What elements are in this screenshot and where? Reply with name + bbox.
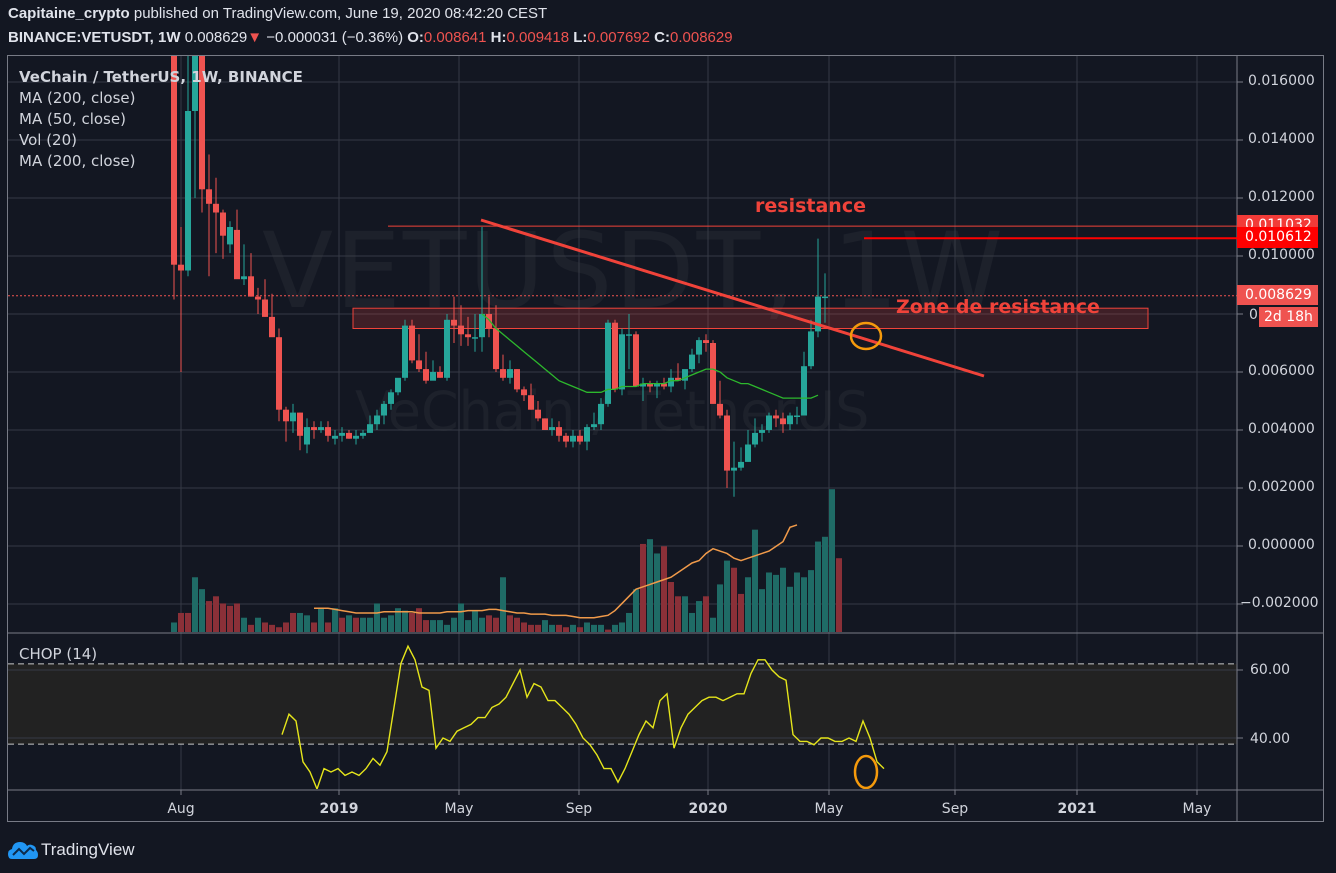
resistance-annotation[interactable]: resistance: [755, 195, 866, 217]
price-tick: 0.004000: [1248, 421, 1315, 437]
legend-vol[interactable]: Vol (20): [19, 131, 78, 149]
high-value: 0.009418: [506, 29, 570, 46]
last-price: 0.008629: [184, 29, 248, 46]
open-value: 0.008641: [423, 29, 487, 46]
down-arrow-icon: ▼: [247, 29, 263, 46]
chop-tick-60: 60.00: [1250, 662, 1291, 678]
close-value: 0.008629: [670, 29, 733, 46]
time-tick: May: [1182, 801, 1212, 817]
author-name[interactable]: Capitaine_crypto: [8, 5, 130, 22]
low-value: 0.007692: [587, 29, 650, 46]
last-price-label: 0.008629: [1237, 285, 1318, 305]
time-tick: Aug: [167, 801, 195, 817]
tradingview-logo[interactable]: TradingView: [8, 840, 135, 860]
time-tick: May: [444, 801, 474, 817]
brand-name: TradingView: [41, 840, 135, 859]
price-tick: 0.016000: [1248, 73, 1315, 89]
price-tick: −0.002000: [1240, 595, 1319, 611]
price-tick: 0.012000: [1248, 189, 1315, 205]
symbol-label: BINANCE:VETUSDT, 1W: [8, 29, 181, 46]
time-tick: May: [814, 801, 844, 817]
legend-vol-ma200[interactable]: MA (200, close): [19, 152, 136, 170]
legend-title[interactable]: VeChain / TetherUS, 1W, BINANCE: [19, 68, 303, 86]
legend-ma200[interactable]: MA (200, close): [19, 89, 136, 107]
symbol-watermark: VETUSDT, 1W: [262, 210, 1005, 332]
legend-ma50[interactable]: MA (50, close): [19, 110, 126, 128]
low-label: L:: [573, 29, 588, 46]
time-tick: 2019: [319, 801, 359, 817]
bar-countdown: 2d 18h: [1259, 307, 1318, 327]
published-text: published on TradingView.com, June 19, 2…: [129, 5, 548, 22]
zone-annotation[interactable]: Zone de resistance: [896, 296, 1100, 318]
price-tick: 0.000000: [1248, 537, 1315, 553]
price-tick: 0.002000: [1248, 479, 1315, 495]
high-price-label: 0.010612: [1237, 227, 1318, 248]
price-tick: 0.010000: [1248, 247, 1315, 263]
ohlc-header: BINANCE:VETUSDT, 1W 0.008629▼ −0.000031 …: [8, 29, 733, 46]
high-label: H:: [490, 29, 507, 46]
chop-tick-40: 40.00: [1250, 731, 1291, 747]
chop-legend[interactable]: CHOP (14): [19, 645, 98, 663]
price-tick: 0.006000: [1248, 363, 1315, 379]
open-label: O:: [407, 29, 424, 46]
tradingview-cloud-icon: [8, 842, 38, 859]
time-tick: 2021: [1057, 801, 1097, 817]
time-tick: Sep: [941, 801, 969, 817]
chart-frame: [7, 55, 1324, 822]
time-tick: 2020: [688, 801, 728, 817]
time-tick: Sep: [565, 801, 593, 817]
price-tick: 0.014000: [1248, 131, 1315, 147]
publish-info: Capitaine_crypto published on TradingVie…: [8, 5, 547, 22]
name-watermark: VeChain / TetherUS: [355, 380, 869, 443]
chart-legend: VeChain / TetherUS, 1W, BINANCE MA (200,…: [19, 67, 303, 172]
close-label: C:: [654, 29, 670, 46]
price-change: −0.000031 (−0.36%): [266, 29, 404, 46]
